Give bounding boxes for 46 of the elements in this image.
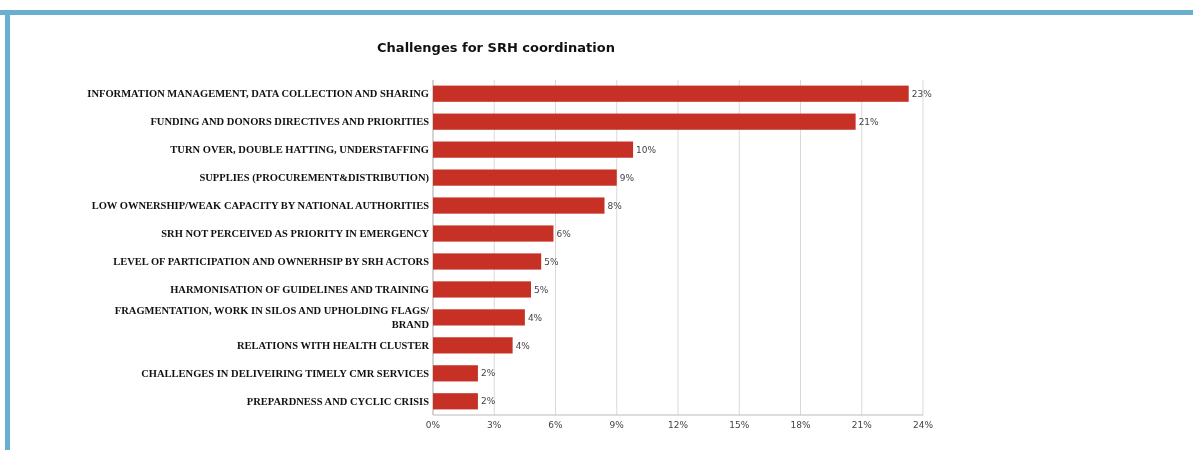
x-tick-label: 18% bbox=[790, 420, 811, 430]
y-tick-label: FUNDING AND DONORS DIRECTIVES AND PRIORITIES bbox=[150, 116, 430, 128]
y-tick-label: TURN OVER, DOUBLE HATTING, UNDERSTAFFING bbox=[170, 144, 429, 156]
y-tick-label: FRAGMENTATION, WORK IN SILOS AND UPHOLDING FLAGS/ BRAND bbox=[114, 305, 431, 331]
bar bbox=[433, 281, 531, 298]
x-tick-label: 21% bbox=[851, 420, 873, 430]
data-label: 5% bbox=[534, 284, 549, 295]
x-tick-label: 24% bbox=[912, 420, 934, 430]
y-tick-label: LEVEL OF PARTICIPATION AND OWNERHSIP BY SRH ACTORS bbox=[113, 256, 430, 268]
bar bbox=[433, 309, 525, 326]
data-label: 10% bbox=[636, 144, 657, 155]
data-label: 2% bbox=[480, 396, 496, 407]
data-label: 6% bbox=[556, 228, 572, 239]
bar bbox=[433, 253, 542, 270]
bar bbox=[433, 225, 554, 242]
data-label: 8% bbox=[607, 200, 623, 211]
chart-title: Challenges for SRH coordination bbox=[377, 40, 615, 55]
data-label: 4% bbox=[527, 312, 543, 323]
y-tick-label: SUPPLIES (PROCUREMENT&DISTRIBUTION) bbox=[199, 172, 430, 185]
bar bbox=[433, 197, 605, 214]
y-tick-label: HARMONISATION OF GUIDELINES AND TRAINING bbox=[170, 284, 429, 296]
bar bbox=[433, 113, 856, 130]
x-tick-label: 6% bbox=[548, 420, 564, 430]
x-tick-label: 0% bbox=[425, 420, 441, 430]
x-tick-label: 3% bbox=[487, 420, 502, 430]
x-tick-label: 9% bbox=[609, 420, 625, 430]
x-tick-label: 15% bbox=[729, 420, 750, 430]
bar bbox=[433, 337, 513, 354]
y-tick-label: LOW OWNERSHIP/WEAK CAPACITY BY NATIONAL AUTHORITIES bbox=[91, 200, 430, 212]
data-label: 5% bbox=[544, 256, 559, 267]
bar bbox=[433, 141, 634, 158]
data-label: 21% bbox=[858, 116, 880, 127]
bar bbox=[433, 169, 617, 186]
bar bbox=[433, 85, 909, 102]
data-label: 4% bbox=[515, 340, 531, 351]
data-label: 9% bbox=[619, 172, 635, 183]
y-tick-label: SRH NOT PERCEIVED AS PRIORITY IN EMERGENCY bbox=[161, 228, 430, 240]
y-tick-label: RELATIONS WITH HEALTH CLUSTER bbox=[236, 340, 430, 352]
x-tick-label: 12% bbox=[667, 420, 689, 430]
bar bbox=[433, 365, 478, 382]
bar bbox=[433, 393, 478, 410]
y-tick-label: INFORMATION MANAGEMENT, DATA COLLECTION AND SHARING bbox=[87, 88, 429, 100]
data-label: 2% bbox=[480, 368, 496, 379]
y-tick-label: CHALLENGES IN DELIVEIRING TIMELY CMR SERVICES bbox=[141, 368, 430, 380]
y-tick-label: PREPARDNESS AND CYCLIC CRISIS bbox=[246, 395, 430, 407]
data-label: 23% bbox=[911, 88, 933, 99]
